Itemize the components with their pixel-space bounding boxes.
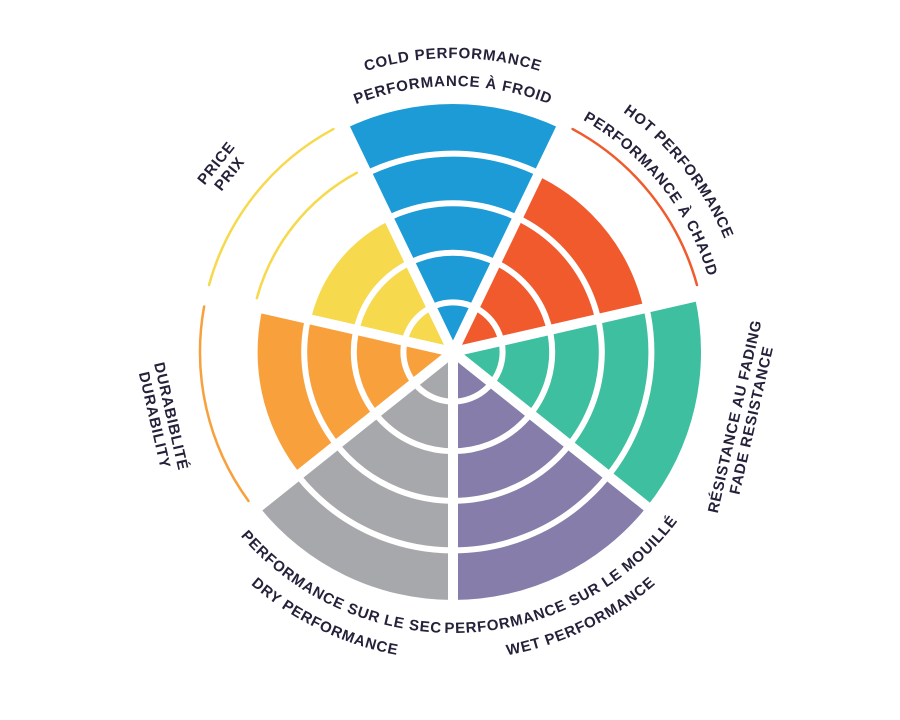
sector-gap-line: [333, 111, 458, 355]
wedge-wet: [453, 352, 647, 600]
unfilled-level-arc-durability-5: [198, 305, 250, 503]
unfilled-level-arc-price-5: [207, 127, 335, 287]
wedge-dry: [259, 352, 453, 600]
unfilled-level-arcs: [198, 127, 699, 503]
label-cold-line2: PERFORMANCE À FROID: [351, 73, 554, 108]
sector-gap-line: [242, 348, 457, 522]
unfilled-level-arc-price-4: [255, 171, 359, 300]
wedge-fills: [254, 104, 701, 600]
wedge-cold: [345, 104, 561, 353]
sector-gap-line: [451, 288, 713, 357]
wedge-fade: [453, 296, 701, 507]
label-hot-line1: HOT PERFORMANCE: [621, 102, 737, 242]
sector-gap-line: [193, 288, 455, 357]
label-fade: RÉSISTANCE AU FADINGFADE RESISTANCE: [705, 318, 782, 518]
label-durability: DURABIBLITÉDURABILITY: [134, 361, 192, 476]
label-price: PRICEPRIX: [194, 139, 252, 199]
sector-gaps: [193, 111, 713, 617]
sector-gap-line: [448, 111, 573, 355]
label-cold-line1: COLD PERFORMANCE: [362, 45, 544, 75]
sector-gap-line: [449, 348, 664, 522]
unfilled-level-arc-hot-5: [571, 127, 699, 287]
